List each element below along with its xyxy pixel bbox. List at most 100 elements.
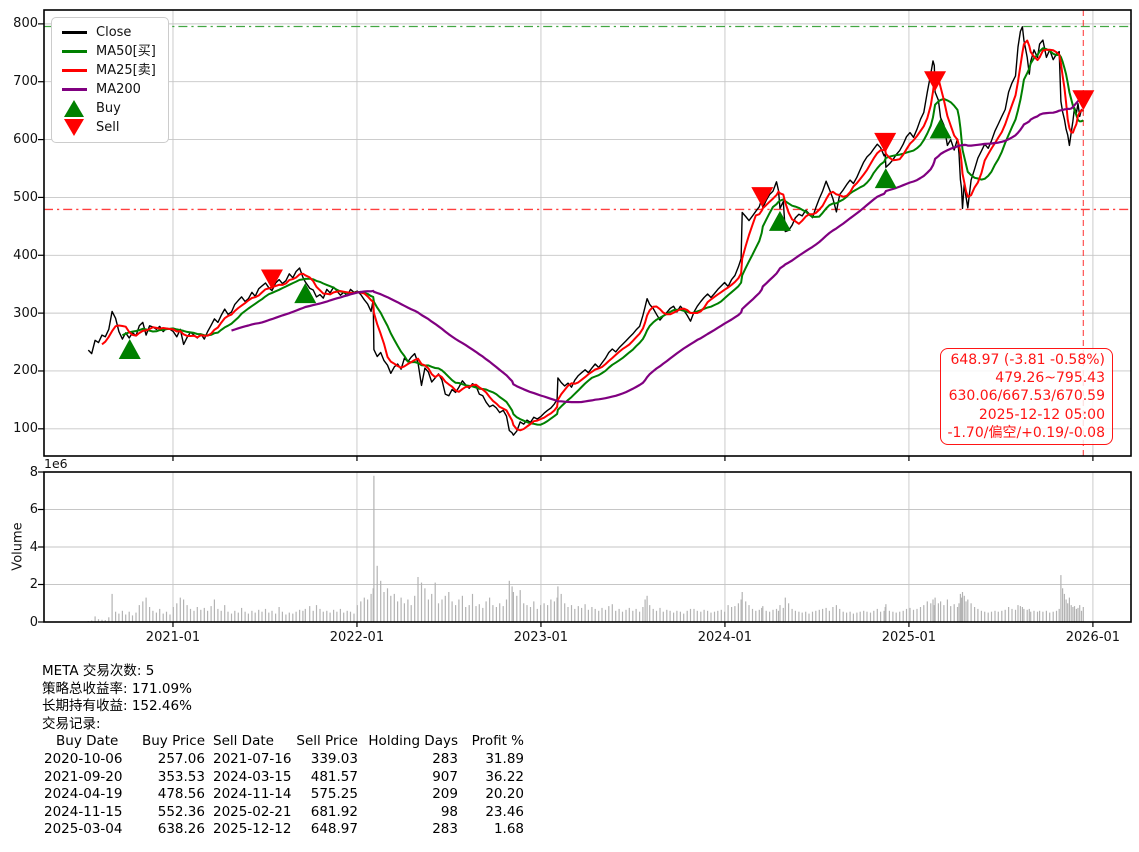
legend-item-sell: Sell: [61, 118, 156, 137]
trade-cell: 2021-09-20: [44, 768, 123, 785]
volume-axis-title: Volume: [10, 522, 26, 571]
sell-marker-icon: [1072, 90, 1095, 111]
price-tick-label: 700: [13, 74, 38, 90]
legend-label: MA200: [96, 81, 141, 97]
info-line-price: 648.97 (-3.81 -0.58%): [950, 352, 1105, 368]
trade-cell: 23.46: [485, 803, 524, 820]
legend-line-swatch: [61, 69, 87, 72]
volume-tick-label: 4: [29, 539, 38, 555]
price-chart: [38, 9, 1132, 461]
buy-triangle-icon: [61, 100, 87, 117]
trade-cell: Profit %: [471, 733, 524, 750]
volume-grid: [44, 472, 1131, 622]
trade-cell: 257.06: [157, 750, 205, 767]
sell-markers: [260, 71, 1095, 290]
trade-cell: 2020-10-06: [44, 750, 123, 767]
trade-cell: 2021-07-16: [213, 750, 292, 767]
trade-table-header: Buy Date Buy Price Sell Date Sell Price Hold…: [42, 733, 524, 751]
trade-cell: 2024-11-14: [213, 786, 292, 803]
volume-chart: [38, 471, 1132, 627]
legend-label: Sell: [96, 119, 120, 135]
trade-cell: 283: [432, 750, 458, 767]
sell-marker-icon: [751, 187, 774, 208]
trade-cell: 209: [432, 786, 458, 803]
sell-triangle-icon: [61, 119, 87, 136]
trade-cell: 20.20: [485, 786, 524, 803]
trade-row: 2025-03-04 638.26 2025-12-12 648.97 283 1.68: [42, 821, 524, 839]
trade-cell: 36.22: [485, 768, 524, 785]
price-tick-label: 800: [13, 16, 38, 32]
price-tick-label: 200: [13, 363, 38, 379]
summary-strategy-return: 策略总收益率: 171.09%: [42, 680, 192, 697]
summary-hold-return: 长期持有收益: 152.46%: [42, 698, 192, 715]
trade-cell: 2025-03-04: [44, 821, 123, 838]
legend-label: MA25[卖]: [96, 62, 156, 78]
legend-line-swatch: [61, 88, 87, 91]
date-tick-label: 2023-01: [513, 630, 569, 645]
price-tick-label: 500: [13, 189, 38, 205]
price-axis-ticks: [38, 23, 1094, 461]
info-line-time: 2025-12-12 05:00: [978, 406, 1105, 423]
legend-line-swatch: [61, 50, 87, 53]
ma25-line: [101, 39, 1084, 432]
trade-cell: 31.89: [485, 750, 524, 767]
volume-tick-label: 0: [29, 614, 38, 630]
legend-label: Buy: [96, 100, 121, 116]
price-grid: [44, 10, 1131, 456]
summary-records-label: 交易记录:: [42, 715, 101, 732]
price-tick-label: 300: [13, 305, 38, 321]
volume-axis-ticks: [38, 471, 1094, 627]
ma50-line: [121, 47, 1084, 426]
buy-markers: [118, 118, 952, 359]
volume-offset-label: 1e6: [44, 456, 68, 471]
trade-cell: Sell Date: [213, 733, 274, 750]
trade-cell: 481.57: [310, 768, 358, 785]
info-line-signal: -1.70/偏空/+0.19/-0.08: [947, 424, 1106, 441]
chart-legend: Close MA50[买] MA25[卖] MA200 Buy Sell: [51, 17, 169, 143]
trade-cell: 575.25: [310, 786, 358, 803]
buy-marker-icon: [874, 168, 897, 189]
ma200-line: [231, 94, 1085, 404]
trade-row: 2024-04-19 478.56 2024-11-14 575.25 209 20.20: [42, 786, 524, 804]
trade-row: 2020-10-06 257.06 2021-07-16 339.03 283 31.89: [42, 751, 524, 769]
info-line-range: 479.26~795.43: [995, 370, 1105, 387]
trade-row: 2024-11-15 552.36 2025-02-21 681.92 98 23.46: [42, 804, 524, 822]
sell-marker-icon: [260, 269, 283, 290]
buy-marker-icon: [768, 210, 791, 231]
trade-cell: 2024-04-19: [44, 786, 123, 803]
trade-cell: 2025-12-12: [213, 821, 292, 838]
date-tick-label: 2024-01: [697, 630, 753, 645]
legend-label: MA50[买]: [96, 43, 156, 59]
trade-cell: 907: [432, 768, 458, 785]
legend-item-buy: Buy: [61, 99, 156, 118]
trade-cell: 283: [432, 821, 458, 838]
trade-cell: 2024-11-15: [44, 803, 123, 820]
trade-cell: 1.68: [493, 821, 524, 838]
trade-cell: 2024-03-15: [213, 768, 292, 785]
trade-cell: Buy Date: [56, 733, 119, 750]
trade-cell: Buy Price: [141, 733, 205, 750]
date-tick-label: 2022-01: [329, 630, 385, 645]
date-tick-label: 2025-01: [881, 630, 937, 645]
price-tick-label: 100: [13, 421, 38, 437]
trade-row: 2021-09-20 353.53 2024-03-15 481.57 907 36.22: [42, 769, 524, 787]
buy-marker-icon: [929, 118, 952, 139]
trade-cell: 648.97: [310, 821, 358, 838]
strategy-summary: META 交易次数: 5 策略总收益率: 171.09% 长期持有收益: 152…: [42, 663, 524, 839]
trade-cell: 339.03: [310, 750, 358, 767]
trade-cell: 552.36: [157, 803, 205, 820]
price-tick-label: 600: [13, 132, 38, 148]
volume-tick-label: 6: [29, 502, 38, 517]
trade-cell: 98: [440, 803, 458, 820]
summary-trade-count: META 交易次数: 5: [42, 663, 155, 679]
legend-item-ma25: MA25[卖]: [61, 61, 156, 80]
quote-info-box: 648.97 (-3.81 -0.58%) 479.26~795.43 630.…: [939, 348, 1113, 446]
sell-marker-icon: [874, 132, 897, 153]
trade-cell: 353.53: [157, 768, 205, 785]
date-tick-label: 2021-01: [145, 630, 201, 645]
volume-tick-label: 8: [29, 464, 38, 480]
date-tick-label: 2026-01: [1065, 630, 1121, 645]
sell-marker-icon: [924, 71, 947, 92]
trade-cell: 681.92: [310, 803, 358, 820]
price-tick-label: 400: [13, 247, 38, 263]
